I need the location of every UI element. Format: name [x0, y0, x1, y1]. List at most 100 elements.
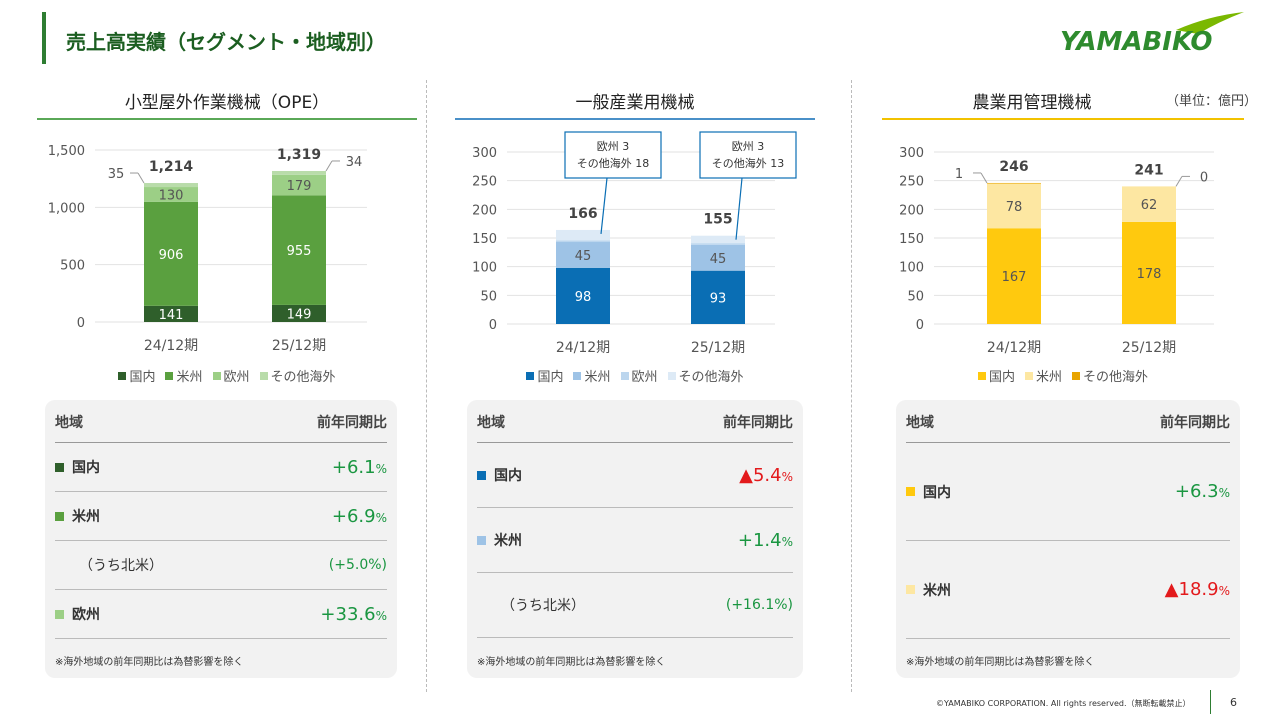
legend-label: その他海外: [270, 370, 336, 385]
region-label: 米州: [477, 530, 522, 550]
table-row: 国内 +6.3%: [906, 443, 1230, 541]
data-label: 955: [287, 244, 312, 259]
legend-item: 欧州: [620, 366, 658, 385]
legend-swatch: [977, 371, 986, 380]
callout-leader: [600, 177, 608, 235]
yoy-unit: %: [375, 608, 387, 623]
region-swatch: [906, 585, 915, 594]
legend-item: 米州: [573, 366, 611, 385]
copyright-footer: ©YAMABIKO CORPORATION. All rights reserv…: [936, 699, 1191, 708]
yoy-value: ▲5.4%: [739, 465, 793, 486]
panel-agricultural: 農業用管理機械 0 50 100 150 200 250 300 167 78 246 24/12期…: [882, 80, 1244, 680]
y-tick-label: 100: [472, 261, 497, 276]
bar-segment: [987, 183, 1041, 229]
y-tick-label: 300: [899, 146, 924, 161]
legend-label: 欧州: [631, 370, 658, 385]
region-label: 国内: [906, 482, 951, 502]
y-tick-label: 150: [899, 232, 924, 247]
data-label: 179: [287, 179, 312, 194]
legend-item: 国内: [977, 366, 1015, 385]
callout-label: 34: [346, 155, 363, 170]
callout-label: 0: [1200, 170, 1208, 185]
yoy-value: (+16.1%): [726, 597, 793, 613]
panel-industrial: 一般産業用機械 0 50 100 150 200 250 300 98 45 166 24/12期欧…: [455, 80, 815, 680]
region-swatch: [55, 511, 64, 521]
yoy-table: 地域 前年同期比 国内 ▲5.4% 米州 +1.4% （うち北米） (+16.1%) ※海…: [467, 400, 803, 678]
bar-segment: [144, 201, 198, 306]
table-row: 米州 +6.9%: [55, 492, 387, 541]
panel-title: 小型屋外作業機械（OPE）: [124, 93, 330, 113]
table-row: 欧州 +33.6%: [55, 590, 387, 639]
callout-box: [699, 131, 797, 179]
callout-line: [137, 172, 145, 184]
chart-legend: 国内 米州 欧州 その他海外: [455, 366, 815, 385]
table-row: 米州 +1.4%: [477, 508, 793, 573]
bar-segment: [272, 170, 326, 175]
panel-title: 農業用管理機械: [972, 93, 1092, 113]
callout-box-line: 欧州 3: [732, 140, 765, 153]
data-label: 178: [1137, 267, 1162, 282]
y-tick-label: 50: [480, 289, 497, 304]
y-tick-label: 200: [899, 203, 924, 218]
callout-line: [980, 172, 988, 184]
chart-legend: 国内 米州 欧州 その他海外: [37, 366, 417, 385]
x-tick-label: 24/12期: [144, 338, 198, 354]
legend-item: 国内: [118, 366, 155, 385]
region-name: 米州: [494, 533, 522, 549]
footer-divider: [1210, 690, 1211, 714]
yoy-unit: %: [375, 510, 387, 525]
legend-item: 米州: [165, 366, 203, 385]
legend-label: 欧州: [223, 370, 250, 385]
panel-divider: [426, 80, 427, 692]
bar-segment: [272, 195, 326, 305]
table-note: ※海外地域の前年同期比は為替影響を除く: [55, 657, 244, 668]
yoy-unit: %: [1218, 486, 1230, 500]
yoy-number: +6.9: [331, 505, 376, 527]
region-name: 米州: [72, 509, 100, 525]
data-label: 45: [710, 252, 727, 267]
callout-box-line: 欧州 3: [597, 140, 630, 153]
bar-segment: [272, 304, 326, 322]
data-label: 141: [159, 308, 184, 323]
region-label: 米州: [906, 580, 951, 600]
yoy-value: +6.3%: [1175, 481, 1230, 502]
y-tick-label: 250: [472, 175, 497, 190]
legend-swatch: [1024, 371, 1033, 380]
panel-divider: [851, 80, 852, 692]
header-region: 地域: [906, 415, 934, 431]
total-label: 155: [703, 212, 732, 228]
legend-swatch: [573, 371, 582, 380]
total-label: 166: [568, 206, 597, 222]
bar-segment: [691, 243, 745, 245]
table-rows: 国内 ▲5.4% 米州 +1.4% （うち北米） (+16.1%): [477, 443, 793, 638]
legend-item: 欧州: [212, 366, 250, 385]
page-number: 6: [1230, 696, 1237, 709]
region-swatch: [477, 470, 486, 480]
page-title: 売上高実績（セグメント・地域別）: [66, 30, 386, 54]
header-region: 地域: [55, 415, 83, 431]
data-label: 93: [710, 291, 727, 306]
legend-swatch: [259, 371, 268, 380]
panel-rule: [455, 118, 815, 120]
legend-label: 国内: [129, 370, 156, 385]
region-swatch: [55, 462, 64, 472]
legend-label: 米州: [584, 370, 611, 385]
logo-text: YAMABIKO: [1060, 27, 1213, 57]
data-label: 167: [1002, 270, 1027, 285]
chart-industrial: 0 50 100 150 200 250 300 98 45 166 24/12期 欧州 3 その他海外…: [472, 131, 797, 356]
table-rows: 国内 +6.3% 米州 ▲18.9%: [906, 443, 1230, 639]
chart-legend: 国内 米州 その他海外: [882, 366, 1244, 385]
yoy-number: +6.1: [331, 456, 376, 478]
yoy-value: +6.9%: [332, 506, 387, 527]
bar-segment: [556, 267, 610, 324]
legend-label: その他海外: [1083, 370, 1149, 385]
region-swatch: [906, 487, 915, 496]
legend-swatch: [620, 371, 629, 380]
table-rows: 国内 +6.1% 米州 +6.9% （うち北米） (+5.0%) 欧州 +33.6%: [55, 443, 387, 639]
yoy-value: +1.4%: [738, 530, 793, 551]
bar-segment: [987, 182, 1041, 184]
y-tick-label: 1,500: [48, 144, 85, 159]
y-tick-label: 100: [899, 261, 924, 276]
yoy-number: +6.3: [1174, 481, 1219, 502]
region-label: （うち北米）: [55, 555, 163, 575]
